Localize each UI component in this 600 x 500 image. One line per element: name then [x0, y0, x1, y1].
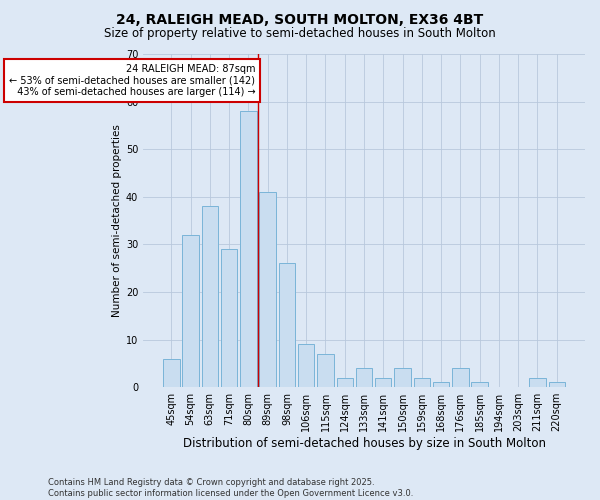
Bar [433, 382, 449, 387]
Bar [298, 344, 314, 387]
X-axis label: Distribution of semi-detached houses by size in South Molton: Distribution of semi-detached houses by … [182, 437, 545, 450]
Y-axis label: Number of semi-detached properties: Number of semi-detached properties [112, 124, 122, 317]
Bar [221, 249, 238, 387]
Bar [240, 111, 257, 387]
Bar [356, 368, 372, 387]
Bar [202, 206, 218, 387]
Bar [182, 235, 199, 387]
Text: Size of property relative to semi-detached houses in South Molton: Size of property relative to semi-detach… [104, 28, 496, 40]
Bar [413, 378, 430, 387]
Bar [394, 368, 411, 387]
Bar [163, 358, 179, 387]
Text: Contains HM Land Registry data © Crown copyright and database right 2025.
Contai: Contains HM Land Registry data © Crown c… [48, 478, 413, 498]
Bar [337, 378, 353, 387]
Bar [548, 382, 565, 387]
Bar [259, 192, 276, 387]
Text: 24, RALEIGH MEAD, SOUTH MOLTON, EX36 4BT: 24, RALEIGH MEAD, SOUTH MOLTON, EX36 4BT [116, 12, 484, 26]
Bar [529, 378, 545, 387]
Text: 24 RALEIGH MEAD: 87sqm
← 53% of semi-detached houses are smaller (142)
  43% of : 24 RALEIGH MEAD: 87sqm ← 53% of semi-det… [9, 64, 255, 96]
Bar [279, 264, 295, 387]
Bar [452, 368, 469, 387]
Bar [472, 382, 488, 387]
Bar [375, 378, 391, 387]
Bar [317, 354, 334, 387]
